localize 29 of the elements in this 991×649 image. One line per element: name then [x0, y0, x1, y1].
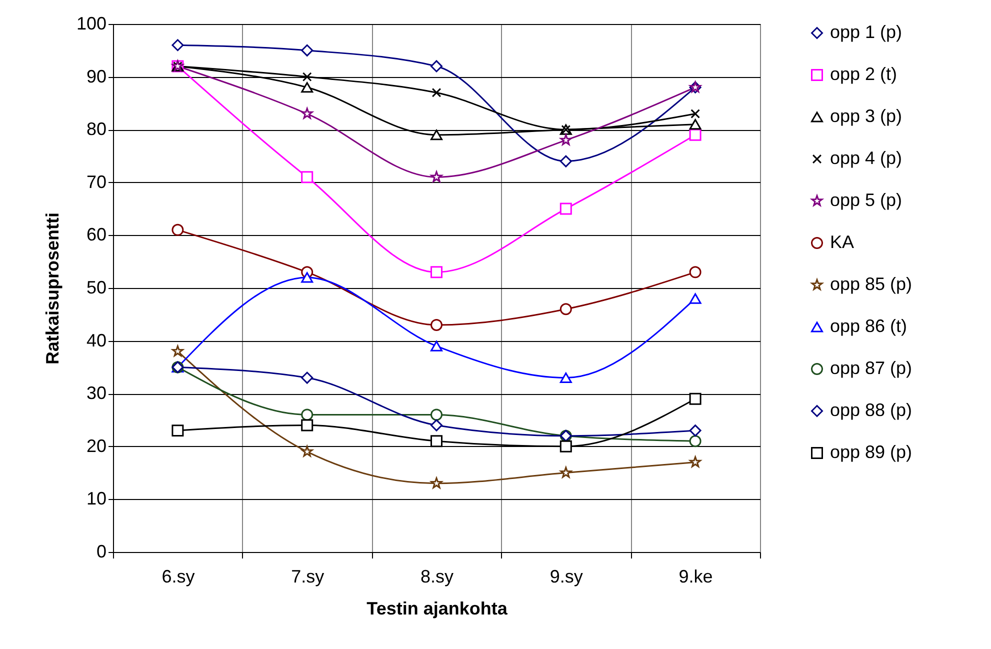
y-axis-title: Ratkaisuprosentti	[42, 212, 62, 365]
legend-label: opp 85 (p)	[830, 274, 912, 294]
legend-label: opp 89 (p)	[830, 442, 912, 462]
x-tick-label: 6.sy	[162, 566, 195, 586]
legend-label: opp 87 (p)	[830, 358, 912, 378]
y-tick-label: 90	[86, 66, 106, 86]
y-tick-label: 50	[86, 278, 106, 298]
legend-label: opp 5 (p)	[830, 190, 902, 210]
y-tick-label: 30	[86, 383, 106, 404]
x-tick-label: 8.sy	[420, 566, 454, 586]
y-tick-label: 70	[86, 172, 106, 192]
y-tick-label: 80	[86, 119, 106, 140]
y-tick-label: 100	[76, 14, 106, 34]
y-tick-label: 0	[96, 542, 106, 562]
y-tick-label: 40	[86, 330, 106, 350]
y-tick-label: 10	[86, 488, 106, 509]
legend-label: opp 2 (t)	[830, 64, 898, 84]
x-tick-label: 7.sy	[291, 566, 324, 586]
x-tick-label: 9.sy	[550, 566, 583, 586]
legend-label: opp 88 (p)	[830, 400, 912, 420]
legend-label: opp 86 (t)	[830, 316, 908, 336]
y-tick-label: 20	[86, 436, 106, 456]
y-tick-label: 60	[86, 224, 106, 245]
legend-label: opp 4 (p)	[830, 148, 902, 168]
legend-label: opp 3 (p)	[830, 106, 902, 126]
legend-label: opp 1 (p)	[830, 22, 902, 42]
x-axis-title: Testin ajankohta	[366, 598, 508, 618]
legend-label: KA	[830, 232, 854, 252]
x-tick-label: 9.ke	[678, 566, 713, 586]
